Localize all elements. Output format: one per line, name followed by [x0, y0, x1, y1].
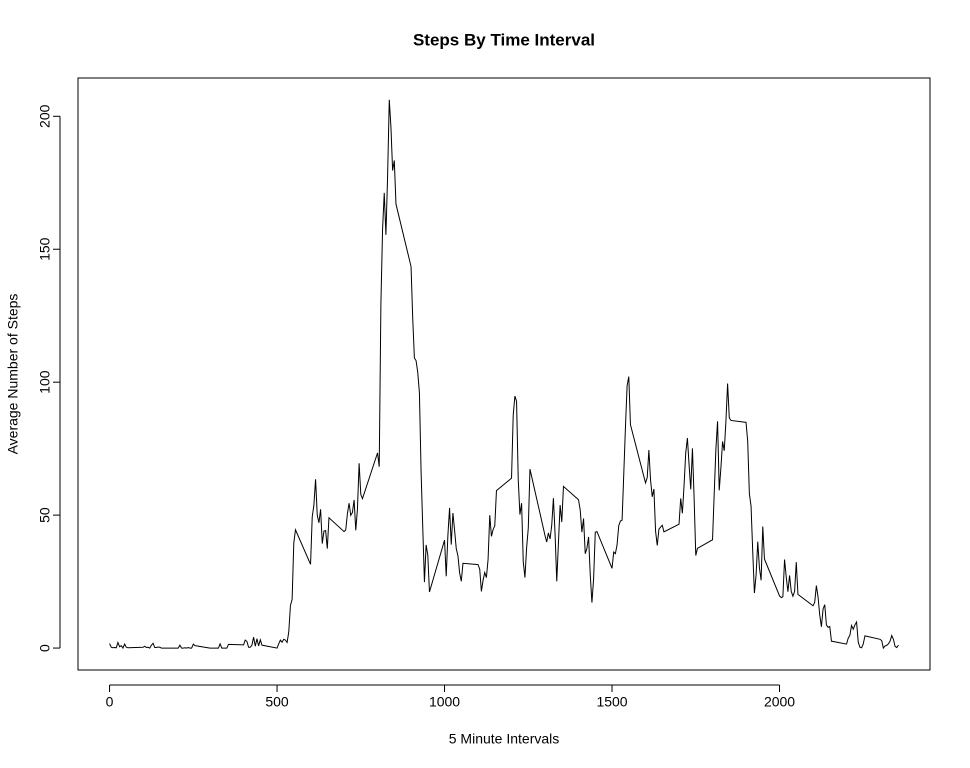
y-tick-label: 200 [37, 104, 53, 128]
x-axis-label: 5 Minute Intervals [449, 731, 560, 747]
chart-title: Steps By Time Interval [413, 30, 595, 49]
y-tick-label: 100 [37, 370, 53, 394]
x-tick-label: 1500 [596, 694, 627, 710]
plot-frame [77, 77, 931, 671]
x-tick-label: 1000 [429, 694, 460, 710]
x-tick-label: 500 [265, 694, 289, 710]
x-tick-label: 0 [106, 694, 114, 710]
y-tick-label: 150 [37, 237, 53, 261]
y-axis-label: Average Number of Steps [5, 294, 21, 455]
data-line [109, 99, 899, 650]
y-tick-label: 50 [37, 507, 53, 523]
y-tick-label: 0 [37, 644, 53, 652]
x-tick-label: 2000 [764, 694, 795, 710]
